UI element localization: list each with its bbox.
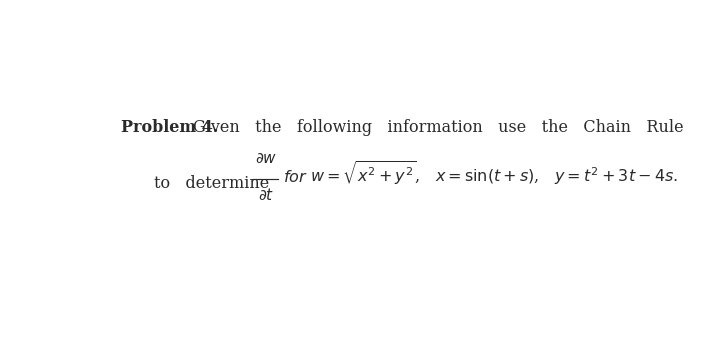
Text: $\partial w$: $\partial w$ <box>255 152 277 166</box>
Text: $\partial t$: $\partial t$ <box>258 187 274 203</box>
Text: $\mathit{for}$: $\mathit{for}$ <box>282 169 307 186</box>
Text: to   determine: to determine <box>154 175 269 192</box>
Text: Problem 4.: Problem 4. <box>121 119 218 136</box>
Text: Given   the   following   information   use   the   Chain   Rule: Given the following information use the … <box>193 119 684 136</box>
Text: $w = \sqrt{x^2 + y^2}$,   $x = \sin(t + s)$,   $y = t^2 + 3t - 4s.$: $w = \sqrt{x^2 + y^2}$, $x = \sin(t + s)… <box>310 159 678 187</box>
